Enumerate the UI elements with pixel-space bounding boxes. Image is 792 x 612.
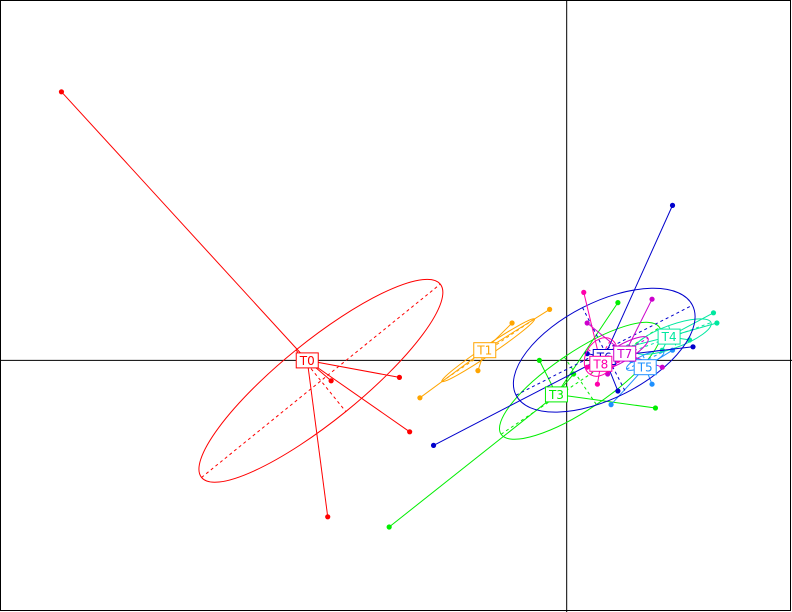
group-t5 — [608, 347, 676, 408]
point-t1 — [509, 320, 515, 326]
point-t1 — [417, 395, 423, 401]
label-layer: T0T1T3T4T5T6T7T8 — [295, 328, 681, 403]
group-t3 — [386, 300, 662, 530]
point-t6 — [690, 344, 696, 350]
point-t0 — [325, 514, 331, 520]
label-t0: T0 — [295, 352, 319, 369]
label-text-t4: T4 — [661, 330, 677, 344]
point-t0 — [58, 89, 65, 95]
point-t0 — [396, 374, 403, 380]
label-box-t7 — [613, 345, 637, 362]
spoke-t6 — [603, 205, 673, 358]
label-text-t5: T5 — [637, 361, 653, 375]
point-t0 — [328, 378, 334, 384]
point-t6 — [615, 388, 621, 394]
label-t3: T3 — [544, 386, 568, 403]
point-t4 — [714, 320, 720, 326]
point-t7 — [584, 320, 590, 326]
ellipse-minor-axis-t6 — [582, 307, 627, 394]
spoke-t7 — [624, 298, 653, 354]
point-t1 — [475, 368, 481, 374]
spoke-t6 — [433, 356, 605, 446]
point-t7 — [649, 296, 655, 302]
label-box-t3 — [544, 386, 568, 403]
label-box-t5 — [633, 359, 657, 376]
spoke-t0 — [306, 359, 410, 433]
label-t7: T7 — [613, 345, 637, 362]
spoke-t0 — [307, 359, 400, 378]
spoke-t3 — [556, 302, 619, 395]
label-box-t8 — [589, 355, 613, 372]
point-t0 — [407, 429, 413, 435]
label-box-t4 — [657, 328, 681, 345]
ellipse-minor-axis-t5 — [642, 355, 648, 366]
spoke-t0 — [306, 360, 329, 517]
point-t8 — [594, 381, 601, 387]
point-t6 — [430, 442, 437, 448]
label-t5: T5 — [633, 359, 657, 376]
spoke-t0 — [61, 91, 308, 361]
point-t5 — [669, 347, 676, 353]
ellipse-major-axis-t3 — [500, 326, 660, 435]
point-t8 — [581, 289, 587, 295]
label-text-t1: T1 — [476, 344, 492, 358]
point-t1 — [547, 306, 553, 312]
point-t6 — [669, 202, 676, 208]
label-text-t3: T3 — [548, 388, 564, 402]
point-t3 — [652, 405, 659, 411]
point-t3 — [615, 300, 621, 306]
point-t8 — [584, 364, 590, 370]
label-t4: T4 — [657, 328, 681, 345]
label-text-t0: T0 — [299, 354, 315, 368]
point-t5 — [649, 381, 655, 387]
group-t0 — [58, 89, 444, 520]
spoke-t3 — [556, 393, 656, 409]
group-t6 — [430, 202, 696, 448]
label-t1: T1 — [473, 342, 497, 359]
point-t3 — [536, 357, 542, 363]
ellipse-major-axis-t4 — [633, 322, 712, 352]
point-t5 — [608, 402, 614, 408]
point-t7 — [659, 364, 665, 370]
label-text-t8: T8 — [592, 357, 608, 371]
spoke-t3 — [388, 394, 557, 528]
point-t3 — [386, 524, 392, 530]
label-t8: T8 — [589, 355, 613, 372]
point-t4 — [710, 310, 717, 316]
label-box-t1 — [473, 342, 497, 359]
label-box-t0 — [295, 352, 319, 369]
label-text-t7: T7 — [616, 347, 632, 361]
